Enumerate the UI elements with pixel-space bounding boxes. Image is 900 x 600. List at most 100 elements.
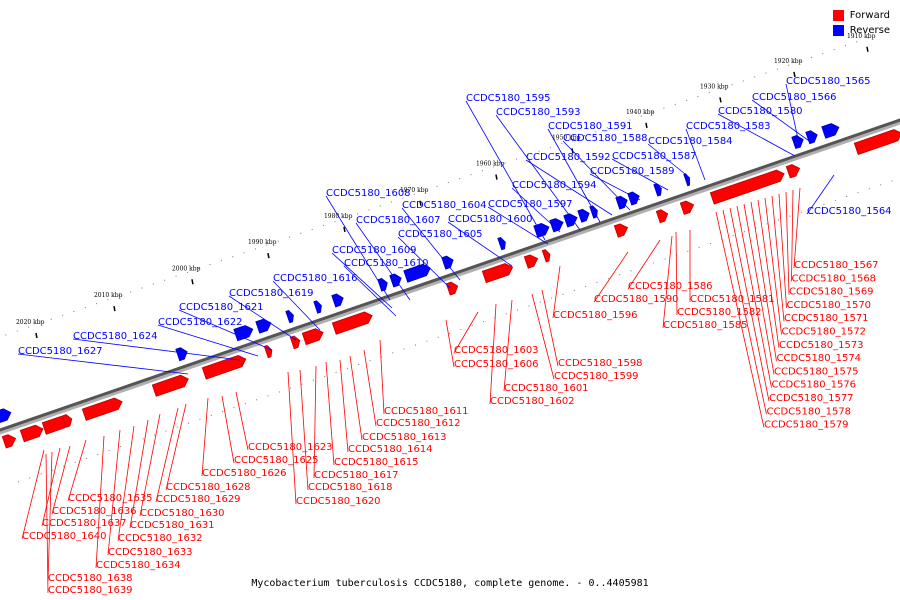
legend-reverse: Reverse	[832, 23, 890, 38]
forward-gene-label: CCDC5180_1606	[454, 359, 539, 370]
leader-line	[785, 83, 801, 149]
forward-gene	[301, 328, 324, 346]
forward-gene	[541, 249, 551, 263]
leader-line	[751, 99, 813, 144]
forward-gene-label: CCDC5180_1611	[384, 406, 469, 417]
reverse-gene	[441, 255, 454, 270]
forward-gene-label: CCDC5180_1614	[348, 444, 433, 455]
forward-gene-label: CCDC5180_1581	[690, 294, 775, 305]
leader-line	[129, 419, 149, 529]
forward-gene-label: CCDC5180_1640	[22, 531, 107, 542]
reverse-gene-label: CCDC5180_1624	[73, 331, 158, 342]
leader-line	[785, 191, 790, 295]
forward-gene-label: CCDC5180_1618	[308, 482, 393, 493]
tick-label: 1910 kbp	[847, 33, 876, 40]
forward-gene	[19, 424, 44, 443]
leader-line	[447, 221, 513, 267]
forward-gene-label: CCDC5180_1572	[782, 327, 867, 338]
leader-line	[363, 349, 377, 427]
leader-line	[685, 128, 706, 181]
leader-line	[743, 203, 775, 375]
leader-line	[139, 413, 161, 517]
forward-gene	[1, 434, 17, 449]
leader-line	[355, 222, 411, 301]
leader-line	[717, 113, 796, 157]
leader-line	[313, 365, 317, 479]
reverse-gene-label: CCDC5180_1587	[612, 151, 697, 162]
leader-line	[593, 251, 629, 303]
leader-line	[465, 100, 546, 241]
legend-forward: Forward	[832, 8, 890, 23]
leader-line	[750, 201, 777, 362]
leader-line	[228, 295, 297, 341]
forward-gene-label: CCDC5180_1635	[68, 493, 153, 504]
leader-line	[806, 174, 835, 215]
leader-line	[117, 425, 135, 542]
forward-gene	[481, 263, 514, 284]
forward-gene-label: CCDC5180_1579	[764, 420, 849, 431]
leader-line	[201, 397, 209, 477]
reverse-gene	[549, 218, 564, 233]
reverse-gene-label: CCDC5180_1597	[488, 199, 573, 210]
reverse-gene	[821, 123, 840, 139]
tick-label: 1930 kbp	[700, 83, 729, 90]
forward-gene-label: CCDC5180_1631	[130, 520, 215, 531]
forward-gene-label: CCDC5180_1632	[118, 533, 203, 544]
backbone-shadow	[0, 119, 900, 435]
forward-gene-label: CCDC5180_1570	[787, 300, 872, 311]
leader-line	[339, 359, 349, 453]
leader-line	[299, 369, 309, 491]
forward-gene-label: CCDC5180_1626	[202, 468, 287, 479]
reverse-gene	[313, 300, 322, 314]
tick-label: 2010 kbp	[94, 292, 123, 299]
leader-line	[47, 451, 53, 582]
tick-mark	[495, 174, 498, 180]
tick-mark	[419, 200, 422, 206]
forward-gene	[61, 414, 73, 428]
reverse-gene	[255, 318, 272, 334]
reverse-gene	[497, 237, 506, 251]
forward-gene-label: CCDC5180_1571	[784, 313, 869, 324]
leader-line	[331, 252, 393, 309]
leader-line	[445, 319, 455, 368]
reverse-gene	[563, 213, 578, 228]
leader-line	[771, 195, 785, 322]
leader-line	[72, 338, 241, 361]
leader-line	[552, 265, 561, 319]
reverse-gene	[233, 325, 254, 342]
leader-line	[675, 231, 678, 316]
reverse-gene	[175, 347, 188, 362]
reverse-gene-label: CCDC5180_1627	[18, 346, 103, 357]
leader-line	[157, 324, 259, 357]
reverse-gene-label: CCDC5180_1605	[398, 229, 483, 240]
tick-label: 1950 kbp	[552, 134, 581, 141]
forward-gene	[655, 209, 669, 224]
gene-features	[0, 123, 900, 449]
forward-gene-label: CCDC5180_1628	[166, 482, 251, 493]
reverse-gene	[285, 310, 294, 324]
leader-line	[715, 211, 765, 428]
leader-line	[349, 355, 363, 441]
tick-mark	[866, 46, 869, 52]
forward-gene	[709, 169, 785, 205]
leader-line	[531, 293, 555, 380]
reverse-gene-label: CCDC5180_1595	[466, 93, 551, 104]
tick-mark	[343, 226, 346, 233]
forward-gene-label: CCDC5180_1639	[48, 585, 133, 596]
forward-gene-label: CCDC5180_1620	[296, 496, 381, 507]
forward-gene-label: CCDC5180_1569	[789, 287, 874, 298]
leader-line	[21, 449, 45, 540]
leader-line	[325, 195, 391, 301]
reverse-gene-label: CCDC5180_1593	[496, 107, 581, 118]
leader-line	[764, 197, 782, 335]
leader-line	[662, 235, 673, 329]
genome-caption: Mycobacterium tuberculosis CCDC5180, com…	[251, 578, 649, 589]
reverse-gene-label: CCDC5180_1604	[402, 200, 487, 211]
reverse-gene-label: CCDC5180_1584	[648, 136, 733, 147]
tick-label: 1960 kbp	[476, 161, 505, 168]
tick-mark	[113, 305, 116, 312]
reverse-gene-label: CCDC5180_1616	[273, 273, 358, 284]
forward-gene	[445, 281, 459, 296]
reverse-gene-label: CCDC5180_1591	[548, 121, 633, 132]
